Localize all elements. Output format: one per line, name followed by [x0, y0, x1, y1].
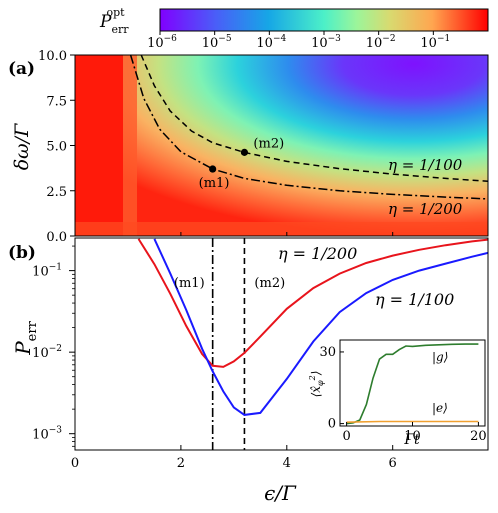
inset-xlabel: Γt	[403, 432, 420, 448]
marker-label-m2: (m2)	[253, 136, 284, 151]
panel-b-axes: 0 2 4 6 10−1 10−2 10−3 (m1) (m2) η = 1/200 η = 1/1…	[32, 244, 454, 471]
colorbar: Perropt 10−6 10−5 10−4 10−3 10−2 10−1	[99, 6, 489, 51]
panel-b-label: (b)	[8, 243, 36, 263]
colorbar-gradient	[159, 8, 489, 32]
inset-curve	[346, 420, 479, 423]
colorbar-ticks: 10−6 10−5 10−4 10−3 10−2 10−1	[147, 31, 450, 51]
panel-b-curve	[137, 238, 488, 368]
panel-a-ytick-label: 5.0	[46, 140, 67, 155]
heatmap-field	[75, 55, 488, 236]
panel-b-curve	[153, 238, 488, 416]
panel-b-xtick-label: 0	[71, 456, 79, 471]
colorbar-tick-label: 10−3	[311, 34, 341, 51]
panel-b-curves	[137, 238, 488, 450]
panel-a-ytick-label: 0.0	[46, 230, 67, 245]
colorbar-tick-label: 10−4	[256, 34, 286, 51]
panel-a-marker	[209, 165, 217, 173]
panel-b-xtick-label: 6	[389, 456, 397, 471]
heatmap-left-band	[75, 55, 123, 236]
panel-b-frame	[74, 237, 489, 451]
inset-label-g: |g⟩	[432, 350, 448, 364]
panel-a-curves	[129, 55, 488, 200]
colorbar-tick-label: 10−5	[202, 34, 232, 51]
panel-a-ytick-label: 2.5	[46, 185, 67, 200]
heatmap-left-fade	[123, 55, 137, 236]
panel-a-curve	[140, 55, 488, 183]
panel-a-axes: 0.0 2.5 5.0 7.5 10.0 (m1) (m2) η = 1/100 η = 1/2…	[38, 49, 463, 245]
legend-eta-200: η = 1/200	[278, 244, 357, 263]
heatmap	[75, 55, 488, 236]
panel-b-xlabel: ϵ/Γ	[264, 481, 297, 505]
inset-frame	[339, 339, 486, 427]
panel-b-ytick-label: 10−2	[32, 344, 62, 361]
panel-a-label: (a)	[8, 59, 35, 79]
inset-ytick-label: 30	[319, 345, 336, 360]
panel-b-ytick-label: 10−3	[32, 426, 62, 443]
inset-xtick-label: 10	[404, 429, 421, 444]
panel-a-curve	[129, 55, 488, 200]
panel-b-xtick-label: 4	[283, 456, 291, 471]
inset-curve	[346, 343, 479, 425]
inset-ytick-label: 0	[328, 417, 336, 432]
annotation-eta-100: η = 1/100	[388, 156, 463, 174]
inset-content: 0 10 20 0 30	[319, 343, 487, 444]
annotation-eta-200: η = 1/200	[388, 200, 463, 218]
colorbar-label: Perropt	[99, 6, 129, 36]
legend-eta-100: η = 1/100	[375, 290, 454, 309]
panel-a-ytick-label: 7.5	[46, 94, 67, 109]
inset-xtick-label: 20	[470, 429, 487, 444]
panel-b-xtick-label: 2	[177, 456, 185, 471]
panel-b-ylabel: Perr	[11, 320, 40, 355]
inset-ylabel: ⟨x̂φ2⟩	[308, 371, 325, 398]
vline-label-m1: (m1)	[174, 276, 205, 291]
heatmap-bottom-band	[75, 222, 488, 236]
panel-a-ytick-label: 10.0	[38, 49, 67, 64]
vline-label-m2: (m2)	[254, 276, 285, 291]
panel-a-marker	[240, 148, 249, 156]
inset-label-e: |e⟩	[432, 401, 448, 415]
colorbar-tick-label: 10−1	[420, 34, 450, 51]
inset: 0 10 20 0 30 ⟨x̂φ2⟩ Γt |g⟩ |e⟩	[308, 339, 487, 448]
panel-a: 0.0 2.5 5.0 7.5 10.0 (m1) (m2) η = 1/100 η = 1/2…	[8, 49, 489, 245]
panel-a-ylabel: δω/Γ	[11, 123, 33, 170]
panel-b: 0 2 4 6 10−1 10−2 10−3 (m1) (m2) η = 1/200 η = 1/1…	[8, 237, 489, 505]
colorbar-tick-label: 10−2	[366, 34, 396, 51]
inset-xtick-label: 0	[342, 429, 350, 444]
panel-b-ytick-label: 10−1	[32, 263, 62, 280]
marker-label-m1: (m1)	[199, 176, 230, 191]
colorbar-tick-label: 10−6	[147, 34, 177, 51]
